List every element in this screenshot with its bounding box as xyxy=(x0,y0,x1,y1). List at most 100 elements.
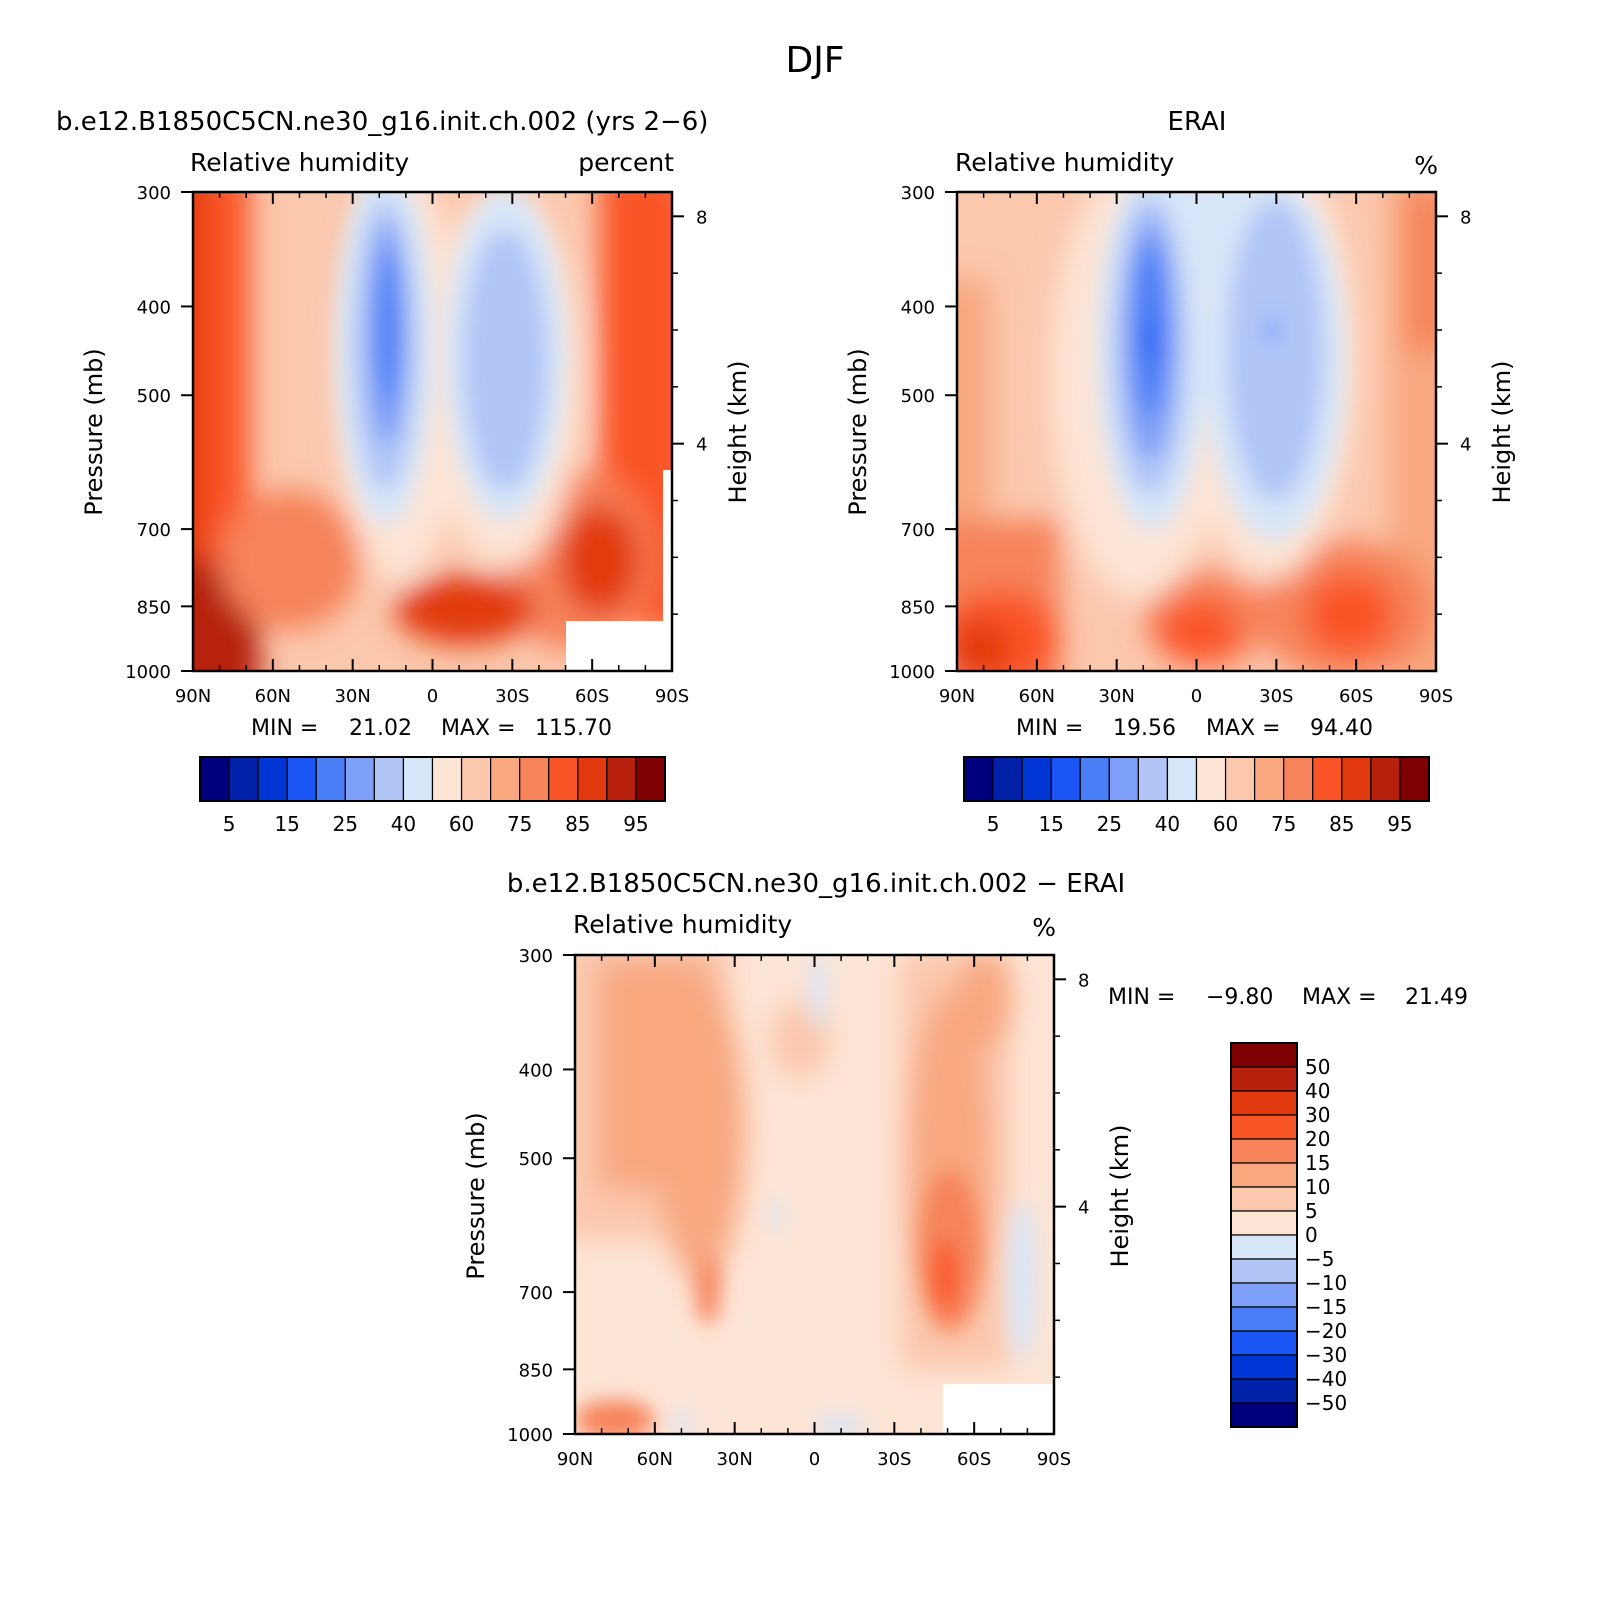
panel-diff-xtick-label: 30N xyxy=(716,1449,752,1470)
panel-model-colorbar-label: 25 xyxy=(333,812,358,836)
panel-erai-field xyxy=(957,192,1436,671)
panel-erai-xtick-label: 90S xyxy=(1419,686,1453,707)
panel-model-colorbar-swatch xyxy=(257,756,288,802)
panel-diff-colorbar-swatch xyxy=(1230,1354,1298,1380)
panel-erai-xtick-label: 60S xyxy=(1339,686,1373,707)
panel-diff-colorbar-label: 0 xyxy=(1305,1223,1318,1247)
panel-diff-colorbar-swatch xyxy=(1230,1378,1298,1404)
panel-model-colorbar-label: 75 xyxy=(507,812,532,836)
page-title: DJF xyxy=(785,40,844,81)
panel-erai-ytick-label: 700 xyxy=(901,520,935,541)
panel-diff-colorbar-swatch xyxy=(1230,1162,1298,1188)
panel-diff-colorbar-label: 15 xyxy=(1305,1151,1330,1175)
panel-diff-colorbar-swatch xyxy=(1230,1210,1298,1236)
panel-diff-colorbar-label: 40 xyxy=(1305,1079,1330,1103)
panel-diff-min-value: −9.80 xyxy=(1206,985,1273,1010)
panel-diff: b.e12.B1850C5CN.ne30_g16.init.ch.002 − E… xyxy=(462,869,1468,1470)
panel-model-colorbar-swatch xyxy=(490,756,521,802)
panel-erai-colorbar-frame xyxy=(963,756,1430,802)
panel-diff-colorbar-swatch xyxy=(1230,1330,1298,1356)
panel-erai-variable: Relative humidity xyxy=(955,148,1174,177)
panel-diff-colorbar-label: 5 xyxy=(1305,1199,1318,1223)
panel-diff-max-label: MAX = xyxy=(1302,985,1377,1010)
panel-model-max-label: MAX = xyxy=(441,716,516,741)
panel-erai-ytick-label: 1000 xyxy=(889,662,935,683)
panel-model-xtick-label: 30N xyxy=(334,686,370,707)
panel-diff-ytick-label: 850 xyxy=(519,1360,553,1381)
panel-erai-y2tick-label: 4 xyxy=(1460,435,1471,456)
panel-model-colorbar-swatch xyxy=(373,756,405,802)
panel-model-ylabel: Pressure (mb) xyxy=(80,348,108,515)
panel-model-xtick-label: 60S xyxy=(575,686,609,707)
panel-diff-colorbar-swatch xyxy=(1230,1306,1298,1332)
panel-model-variable: Relative humidity xyxy=(190,148,409,177)
panel-erai-colorbar-swatch xyxy=(1195,756,1227,802)
panel-diff-colorbar-label: 30 xyxy=(1305,1103,1330,1127)
panel-erai-y2label: Height (km) xyxy=(1488,361,1516,504)
panel-model-colorbar-label: 40 xyxy=(391,812,416,836)
panel-model-y2tick-label: 8 xyxy=(696,207,707,228)
panel-erai-colorbar-swatch xyxy=(1050,756,1081,802)
panel-model-y2label: Height (km) xyxy=(724,361,752,504)
panel-diff-colorbar-label: −50 xyxy=(1305,1391,1347,1415)
panel-diff-colorbar-label: −20 xyxy=(1305,1319,1347,1343)
panel-diff-colorbar-label: 50 xyxy=(1305,1055,1330,1079)
panel-model-colorbar-swatch xyxy=(548,756,579,802)
panel-diff-ytick-label: 400 xyxy=(519,1060,553,1081)
panel-erai: ERAI Relative humidity % xyxy=(844,107,1516,836)
panel-erai-min-label: MIN = xyxy=(1016,716,1083,741)
panel-diff-xtick-label: 60N xyxy=(637,1449,673,1470)
panel-diff-ytick-label: 500 xyxy=(519,1149,553,1170)
panel-model-axes: 90N 60N 30N 0 30S 60S 90S 300 400 500 700 850 1000 8 4 xyxy=(125,183,707,707)
panel-model-xtick-label: 90S xyxy=(655,686,689,707)
panel-diff-xtick-label: 60S xyxy=(957,1449,991,1470)
panel-diff-colorbar-swatch xyxy=(1230,1090,1298,1116)
panel-erai-xtick-label: 30S xyxy=(1259,686,1293,707)
panel-model-colorbar: 5 15 25 40 60 75 85 95 xyxy=(199,756,666,836)
panel-erai-title: ERAI xyxy=(1168,107,1227,137)
panel-erai-xtick-label: 0 xyxy=(1191,686,1202,707)
panel-diff-title: b.e12.B1850C5CN.ne30_g16.init.ch.002 − E… xyxy=(507,869,1125,899)
panel-diff-colorbar-swatch xyxy=(1230,1114,1298,1140)
panel-diff-units: % xyxy=(1032,913,1056,942)
panel-diff-max-value: 21.49 xyxy=(1405,985,1468,1010)
panel-erai-colorbar-label: 75 xyxy=(1271,812,1296,836)
panel-diff-colorbar-label: −15 xyxy=(1305,1295,1347,1319)
panel-diff-ytick-label: 1000 xyxy=(507,1425,553,1446)
panel-erai-y2tick-label: 8 xyxy=(1460,207,1471,228)
panel-erai-colorbar-swatch xyxy=(1283,756,1314,802)
panel-model-colorbar-swatch xyxy=(460,756,492,802)
panel-model-colorbar-swatch xyxy=(519,756,550,802)
panel-model-xtick-label: 90N xyxy=(175,686,211,707)
panel-erai-colorbar-label: 40 xyxy=(1155,812,1180,836)
panel-erai-ytick-label: 300 xyxy=(901,183,935,204)
panel-erai-colorbar-swatch xyxy=(1166,756,1198,802)
panel-diff-ytick-label: 300 xyxy=(519,946,553,967)
panel-diff-axes: 90N 60N 30N 0 30S 60S 90S 300 400 500 700 850 1000 8 4 xyxy=(507,946,1089,1470)
panel-model-colorbar-swatch xyxy=(635,756,666,802)
panel-diff-colorbar-swatch xyxy=(1230,1042,1298,1068)
panel-erai-xtick-label: 60N xyxy=(1019,686,1055,707)
panel-model-colorbar-swatch xyxy=(606,756,637,802)
panel-diff-xtick-label: 0 xyxy=(809,1449,820,1470)
panel-erai-ytick-label: 850 xyxy=(901,597,935,618)
panel-erai-colorbar-label: 85 xyxy=(1329,812,1354,836)
panel-model-xtick-label: 60N xyxy=(255,686,291,707)
panel-model-xtick-label: 0 xyxy=(427,686,438,707)
panel-diff-xtick-label: 90N xyxy=(557,1449,593,1470)
panel-model-colorbar-swatch xyxy=(577,756,608,802)
panel-diff-colorbar-swatch xyxy=(1230,1138,1298,1164)
panel-diff-colorbar-label: −30 xyxy=(1305,1343,1347,1367)
panel-model-title: b.e12.B1850C5CN.ne30_g16.init.ch.002 (yr… xyxy=(56,107,708,137)
panel-erai-colorbar-label: 60 xyxy=(1213,812,1238,836)
panel-erai-colorbar-label: 5 xyxy=(987,812,1000,836)
panel-erai-colorbar-swatch xyxy=(1021,756,1052,802)
panel-model-max-value: 115.70 xyxy=(535,716,612,741)
panel-diff-xtick-label: 90S xyxy=(1037,1449,1071,1470)
panel-diff-colorbar-swatch xyxy=(1230,1186,1298,1212)
panel-model-colorbar-swatch xyxy=(199,756,230,802)
panel-erai-colorbar-swatch xyxy=(1137,756,1169,802)
panel-model-colorbar-label: 95 xyxy=(623,812,648,836)
panel-erai-colorbar-swatch xyxy=(1079,756,1110,802)
panel-model-y2tick-label: 4 xyxy=(696,435,707,456)
